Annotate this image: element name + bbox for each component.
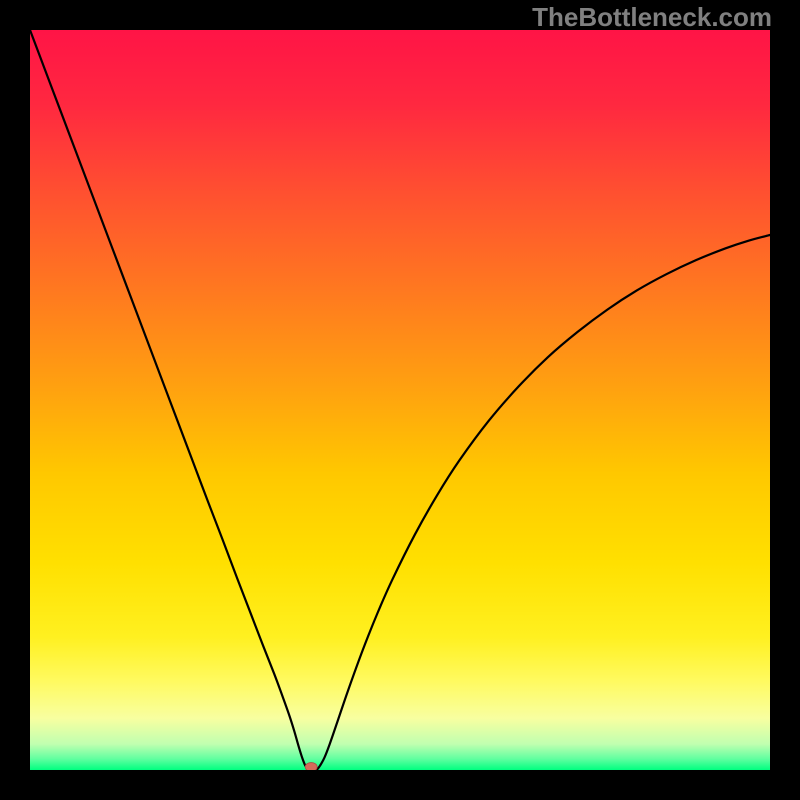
watermark-text: TheBottleneck.com: [532, 2, 772, 33]
optimum-marker: [305, 763, 317, 770]
stage: TheBottleneck.com: [0, 0, 800, 800]
bottleneck-chart: [30, 30, 770, 770]
gradient-background: [30, 30, 770, 770]
